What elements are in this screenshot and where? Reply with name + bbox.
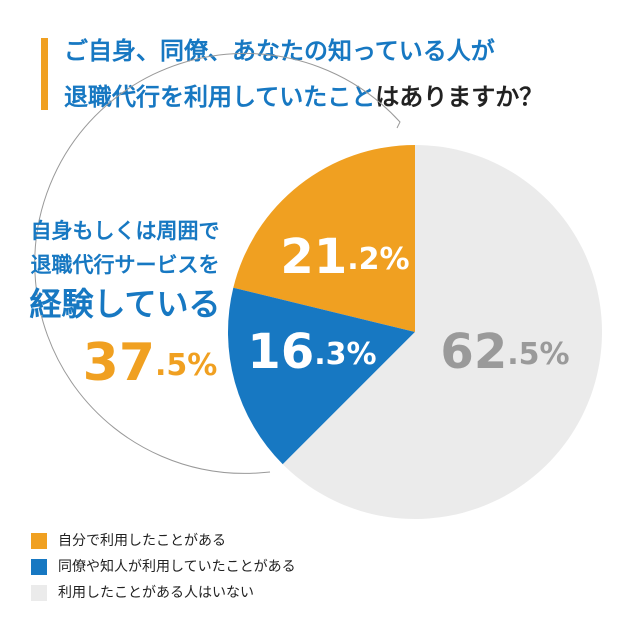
pie-slice	[282, 145, 602, 519]
label-part: 16	[247, 324, 314, 380]
label-part: 37	[83, 333, 155, 393]
pie-slice	[228, 287, 415, 465]
title-bar	[41, 38, 48, 110]
slice-label: 21.2%	[280, 229, 409, 285]
annotation-line: 自身もしくは周囲で	[31, 219, 220, 243]
label-part: 21	[280, 229, 347, 285]
title-line: ご自身、同僚、あなたの知っている人が	[64, 37, 495, 65]
labels: 21.2% 16.3% 62.5%	[247, 229, 569, 380]
legend-label: 自分で利用したことがある	[58, 533, 226, 549]
label-part: .2%	[347, 242, 409, 277]
pie	[228, 145, 602, 519]
legend-label: 同僚や知人が利用していたことがある	[58, 558, 296, 575]
pie-slice	[233, 145, 415, 332]
label-part: 62	[440, 324, 507, 380]
annotation-value: 37.5%	[83, 333, 218, 393]
bracket	[34, 52, 401, 474]
label-part: .5%	[507, 337, 569, 372]
slice-label: 62.5%	[440, 324, 569, 380]
legend-label: 利用したことがある人はいない	[58, 585, 254, 601]
title-part: はありますか？	[375, 83, 543, 111]
slice-label: 16.3%	[247, 324, 376, 380]
legend-swatch	[31, 559, 47, 575]
legend: 自分で利用したことがある同僚や知人が利用していたことがある利用したことがある人は…	[31, 533, 296, 601]
label-part: .5%	[155, 348, 217, 383]
annotation-line: 退職代行サービスを	[31, 253, 220, 277]
legend-swatch	[31, 533, 47, 549]
label-part: .3%	[314, 337, 376, 372]
legend-swatch	[31, 585, 47, 601]
title-line: 退職代行を利用していたことはありますか？	[64, 83, 543, 111]
title-part: 退職代行を利用していたこと	[64, 83, 375, 111]
annotation-line: 経験している	[29, 285, 220, 323]
